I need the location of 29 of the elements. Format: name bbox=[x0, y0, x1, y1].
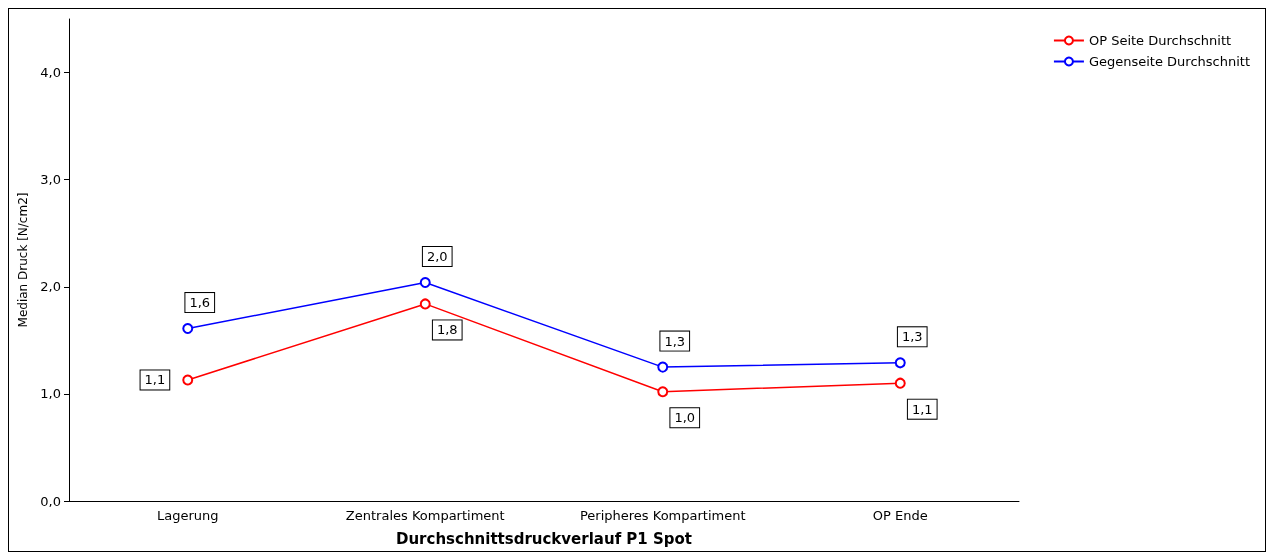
point bbox=[182, 374, 194, 386]
data-label: 1,1 bbox=[911, 401, 933, 417]
point bbox=[894, 377, 906, 389]
point bbox=[419, 277, 431, 288]
legend-label: Gegenseite Durchschnitt bbox=[1088, 54, 1251, 69]
data-label: 1,1 bbox=[144, 372, 166, 388]
point bbox=[657, 361, 669, 373]
data-label: 1,6 bbox=[189, 295, 211, 311]
y-tick-label: 4,0 bbox=[40, 65, 61, 81]
legend-label: OP Seite Durchschnitt bbox=[1088, 33, 1232, 48]
x-tick-label: Peripheres Kompartiment bbox=[579, 508, 746, 523]
point bbox=[419, 298, 431, 310]
y-tick-label: 1,0 bbox=[40, 386, 61, 402]
point bbox=[657, 386, 669, 398]
data-label: 1,3 bbox=[664, 333, 686, 349]
data-label: 1,8 bbox=[436, 322, 458, 338]
x-tick-label: Lagerung bbox=[156, 508, 219, 523]
x-axis-title: Durchschnittsdruckverlauf P1 Spot bbox=[395, 529, 693, 548]
y-axis-title: Median Druck [N/cm2] bbox=[16, 192, 30, 328]
x-tick-label: Zentrales Kompartiment bbox=[345, 508, 505, 523]
point bbox=[894, 357, 906, 369]
data-label: 1,3 bbox=[901, 329, 923, 345]
data-label: 1,0 bbox=[674, 410, 696, 426]
y-tick-label: 0,0 bbox=[40, 493, 61, 509]
data-label: 2,0 bbox=[426, 248, 448, 264]
y-tick-label: 2,0 bbox=[40, 279, 61, 295]
y-tick-label: 3,0 bbox=[40, 172, 61, 188]
x-tick-label: OP Ende bbox=[872, 508, 928, 523]
point bbox=[182, 323, 194, 335]
